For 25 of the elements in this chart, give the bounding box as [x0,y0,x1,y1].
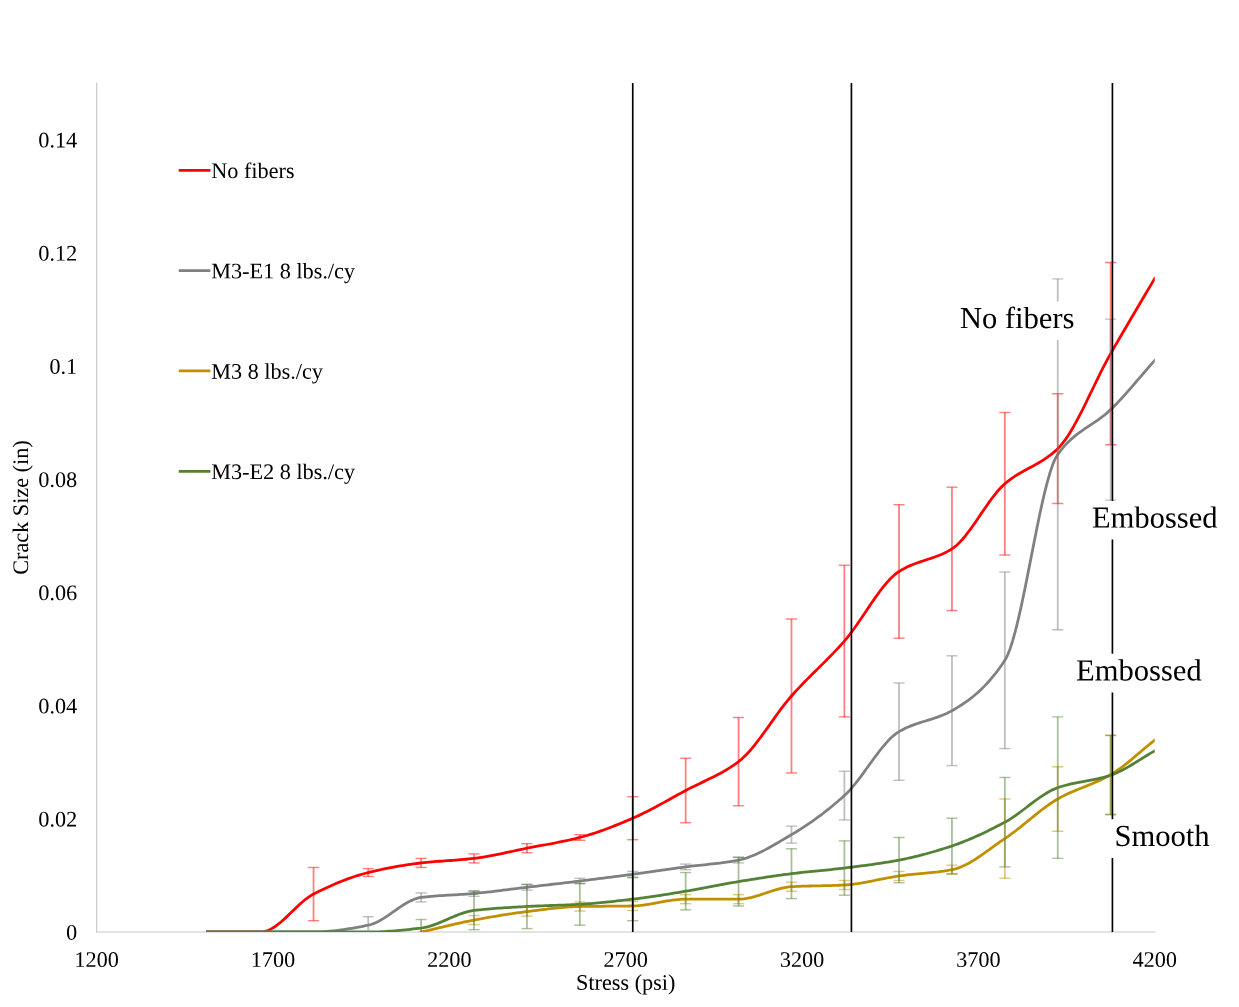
x-tick-label: 1700 [252,952,295,968]
y-tick-label: 0.08 [39,472,77,488]
x-tick-label: 3700 [957,952,1000,968]
y-tick-label: 0.02 [39,811,76,827]
y-tick-label: 0.1 [50,358,76,375]
x-tick-label: 2200 [428,952,471,968]
legend-label: No fibers [211,162,294,179]
x-tick-label: 2700 [604,952,648,968]
x-tick-label: 4200 [1132,952,1177,968]
x-axis-title: Stress (psi) [577,974,675,995]
x-tick-label: 1200 [76,952,119,968]
y-tick-label: 0.06 [39,585,77,601]
y-tick-label: 0 [66,924,77,940]
annotation: No fibers [960,306,1074,329]
annotation: Smooth [1116,824,1210,847]
y-tick-label: 0.04 [39,698,77,714]
y-tick-label: 0.12 [39,245,76,261]
y-tick-label: 0.14 [39,132,77,148]
annotation: Embossed [1076,659,1202,681]
annotation: Embossed [1092,506,1218,528]
legend-label: M3-E2 8 lbs./cy [211,463,355,484]
y-axis-title: Crack Size (in) [12,441,33,574]
x-tick-label: 3200 [780,952,824,968]
legend-label: M3-E1 8 lbs./cy [211,262,355,284]
legend-label: M3 8 lbs./cy [211,363,323,384]
